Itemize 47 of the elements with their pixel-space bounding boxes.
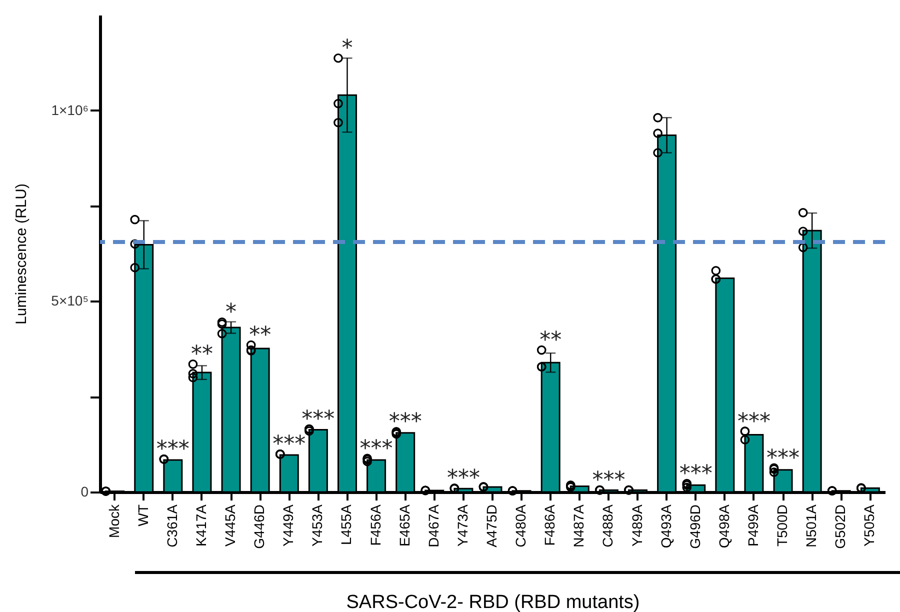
x-tick-label: T500D (774, 504, 790, 547)
annotation: ** (249, 323, 272, 348)
x-tick-label: Y489A (628, 504, 645, 547)
x-tick-label: G446D (251, 504, 268, 549)
x-tick-label: WT (134, 504, 151, 526)
y-tick-label: 1×10⁶ (51, 102, 88, 118)
x-tick-label: N487A (570, 504, 587, 548)
x-tick-label: N501A (803, 504, 820, 548)
x-tick-label: K417A (192, 504, 209, 547)
x-tick-label: D467A (425, 504, 442, 548)
annotation: *** (388, 410, 422, 435)
annotation: *** (156, 437, 190, 462)
annotation: *** (302, 407, 335, 432)
y-tick-label: 0 (80, 484, 89, 500)
annotation: * (226, 300, 237, 326)
x-tick-label: C488A (600, 504, 616, 548)
x-axis-title: SARS-CoV-2- RBD (RBD mutants) (346, 592, 640, 612)
annotation: *** (766, 446, 800, 471)
x-tick-label: Q493A (658, 504, 674, 548)
x-tick-label: Q498A (716, 504, 732, 548)
annotation: ** (540, 328, 562, 354)
y-axis-title: Luminescence (RLU) (13, 184, 30, 324)
annotation: *** (272, 432, 306, 458)
annotation: *** (446, 466, 480, 492)
x-tick-label: F456A (367, 504, 384, 546)
x-tick-label: Y473A (454, 504, 470, 547)
x-tick-label: G502D (832, 504, 848, 549)
annotation: *** (592, 468, 626, 494)
x-tick-label: Y453A (309, 504, 326, 547)
x-tick-label: Mock (106, 504, 122, 538)
x-tick-label: P499A (744, 504, 761, 547)
annotation: * (342, 36, 353, 62)
x-tick-label: G496D (686, 504, 703, 549)
x-tick-label: F486A (542, 504, 558, 546)
y-tick-label: 5×10⁵ (51, 292, 88, 309)
x-tick-label: Y449A (280, 504, 296, 547)
x-tick-label: V445A (222, 504, 238, 547)
x-tick-label: Y505A (861, 504, 878, 547)
annotation: *** (360, 436, 393, 462)
x-tick-label: C480A (512, 504, 529, 548)
annotation: *** (679, 462, 712, 487)
annotation: *** (737, 409, 770, 434)
x-tick-label: C361A (164, 504, 180, 548)
annotation: ** (190, 342, 213, 368)
x-tick-label: E465A (396, 504, 412, 547)
x-tick-label: A475D (484, 504, 500, 548)
x-tick-label: L455A (338, 504, 354, 545)
